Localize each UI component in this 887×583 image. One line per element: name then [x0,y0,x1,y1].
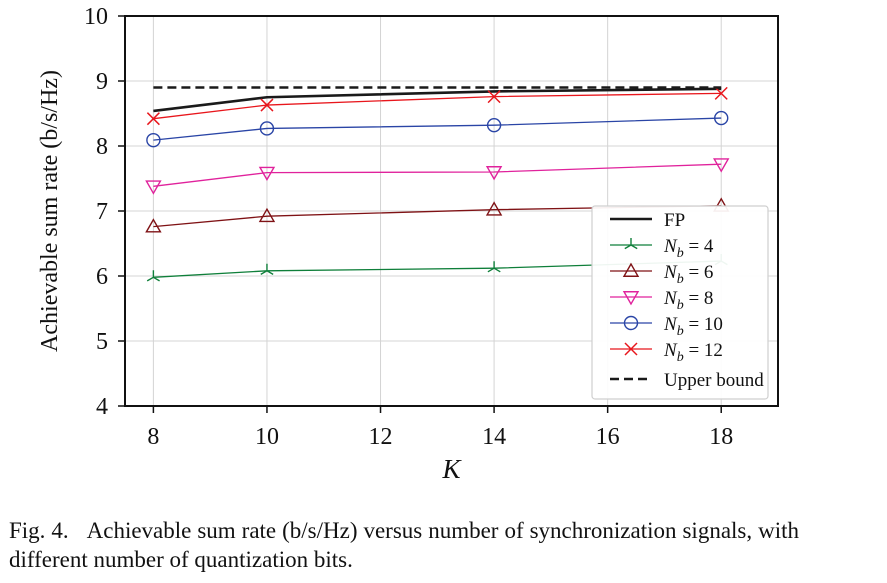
series-line-fp [153,87,722,113]
legend-label-nb10: Nb = 10 [663,314,723,339]
ticks: 8 10 12 14 16 18 4 5 6 7 8 9 10 [84,4,733,450]
data-point-nb4 [260,263,274,276]
legend-label-symbol: N [663,236,678,257]
series-nb10 [146,110,729,148]
data-point-nb12 [146,112,160,126]
series-line-nb8 [153,163,722,187]
x-tick-label: 8 [147,424,159,450]
legend-label-fp: FP [664,210,685,231]
x-tick-label: 10 [255,424,279,450]
legend-entry-nb12: Nb = 12 [610,340,723,365]
legend-label-value: = 4 [684,236,714,257]
legend-entry-upper: Upper bound [610,370,764,391]
legend-label-value: = 12 [684,340,723,361]
y-tick-label: 8 [96,134,108,160]
legend-box [591,205,769,400]
legend-marker-nb8 [622,291,640,306]
legend-label-symbol: N [663,314,678,335]
legend-label-nb12: Nb = 12 [663,340,723,365]
x-tick-label: 14 [482,424,506,450]
legend-label-value: = 6 [684,262,714,283]
line-chart: 8 10 12 14 16 18 4 5 6 7 8 9 10 K Achievable sum rat… [37,4,779,484]
legend-entry-nb4: Nb = 4 [610,236,714,261]
legend-entry-nb6: Nb = 6 [610,262,713,287]
chart-figure: 8 10 12 14 16 18 4 5 6 7 8 9 10 K Achievable sum rat… [37,4,779,484]
x-axis-label: K [441,454,462,484]
legend-label-symbol: N [663,288,678,309]
legend-label-subscript: b [677,246,684,261]
series-nb8 [145,158,730,195]
data-point-nb8 [145,180,162,195]
legend-marker-nb10 [623,315,639,331]
data-point-nb4 [146,270,160,282]
legend-entry-fp: FP [610,210,685,231]
series-fp [153,87,722,113]
legend-label-subscript: b [677,298,684,313]
series-line-nb10 [153,117,722,141]
x-tick-label: 12 [369,424,393,450]
legend-label-nb8: Nb = 8 [663,288,713,313]
y-tick-label: 6 [96,264,108,290]
y-tick-label: 4 [96,394,108,420]
data-point-nb8 [258,166,276,182]
figure-caption: Fig. 4. Achievable sum rate (b/s/Hz) ver… [9,516,799,574]
data-point-nb6 [258,207,276,223]
legend-label-subscript: b [677,272,684,287]
y-axis-label: Achievable sum rate (b/s/Hz) [37,70,63,352]
legend-label-symbol: N [663,340,678,361]
legend-marker-nb4 [624,238,638,250]
data-point-nb12 [260,98,274,112]
series-line-nb12 [153,92,722,120]
legend-label-subscript: b [677,350,684,365]
series-nb12 [146,86,728,126]
y-tick-label: 5 [96,329,108,355]
data-point-nb4 [487,261,501,273]
caption-label: Fig. 4. [9,518,69,543]
data-point-nb12 [487,90,501,104]
data-point-nb8 [485,166,503,181]
data-point-nb10 [259,121,275,136]
data-point-nb10 [714,110,729,126]
legend-label-value: = 8 [684,288,714,309]
legend-marker-nb6 [622,262,640,277]
data-point-nb8 [713,158,730,173]
y-tick-label: 9 [96,69,108,95]
legend-label-value: = 10 [684,314,723,335]
legend-label-symbol: N [663,262,678,283]
y-tick-label: 7 [96,199,108,225]
legend-label-nb4: Nb = 4 [663,236,714,261]
legend-label-nb6: Nb = 6 [663,262,713,287]
data-point-nb6 [145,218,162,233]
x-tick-label: 16 [596,424,620,450]
y-tick-label: 10 [84,4,108,30]
legend-label-subscript: b [677,324,684,339]
data-point-nb12 [714,86,728,100]
legend-entry-nb8: Nb = 8 [610,288,713,313]
legend-label-upper: Upper bound [664,370,764,391]
data-point-nb6 [485,201,503,216]
x-tick-label: 18 [709,424,733,450]
legend-marker-nb12 [624,342,638,356]
data-point-nb10 [486,117,502,133]
caption-text: Achievable sum rate (b/s/Hz) versus numb… [9,518,799,572]
legend-entry-nb10: Nb = 10 [610,314,723,339]
data-point-nb10 [146,132,161,148]
